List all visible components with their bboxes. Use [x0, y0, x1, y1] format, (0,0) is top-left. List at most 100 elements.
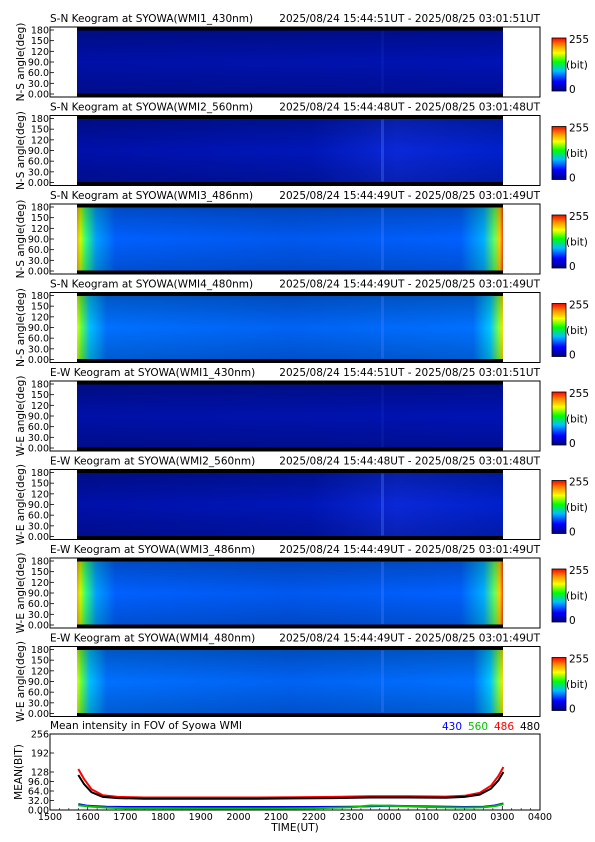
colorbar-unit-label: (bit): [566, 237, 588, 249]
colorbar: [551, 303, 567, 357]
keogram-ytick-label: 180: [31, 468, 49, 479]
keogram-streak: [381, 562, 384, 624]
keogram-ylabel: N-S angle(deg): [15, 288, 27, 367]
keogram-shading: [77, 115, 503, 186]
keogram-ylabel: W-E angle(deg): [15, 641, 27, 722]
keogram-shading: [77, 469, 503, 540]
keogram-title: E-W Keogram at SYOWA(WMI2_560nm): [50, 456, 255, 468]
series-line-480: [77, 771, 505, 800]
keogram-ylabel: N-S angle(deg): [15, 111, 27, 190]
keogram-ytick-label: 120: [31, 578, 49, 589]
keogram-edge-top: [77, 469, 503, 473]
keogram-ytick-label: 120: [31, 489, 49, 500]
keogram-edge-bottom: [77, 270, 503, 274]
keogram-ytick-label: 180: [31, 291, 49, 302]
keogram-ytick-label: 90.0: [28, 589, 49, 600]
keogram-title: E-W Keogram at SYOWA(WMI3_486nm): [50, 544, 255, 556]
colorbar: [551, 214, 567, 269]
keogram-streak: [381, 385, 384, 447]
chart-ytick-label: 64.0: [28, 787, 49, 798]
keogram-streak: [381, 473, 384, 536]
keogram-ytick-label: 120: [31, 135, 49, 146]
keogram-ylabel: N-S angle(deg): [15, 200, 27, 279]
legend-entry-430: 430: [442, 721, 462, 733]
keogram-time-range: 2025/08/24 15:44:51UT - 2025/08/25 03:01…: [279, 367, 540, 379]
keogram-ytick-label: 60.0: [28, 688, 49, 699]
keogram-ytick-label: 90.0: [28, 412, 49, 423]
keogram-streak: [381, 208, 384, 270]
keogram-ytick-label: 150: [31, 36, 49, 47]
keogram-panel-6: E-W Keogram at SYOWA(WMI2_560nm) 2025/08/…: [15, 456, 589, 545]
keogram-shading: [77, 381, 503, 451]
colorbar-max-label: 255: [569, 300, 589, 312]
keogram-ytick-label: 180: [31, 26, 49, 37]
chart-xtick-label: 1700: [113, 812, 137, 823]
colorbar: [551, 37, 567, 92]
keogram-streak: [381, 119, 384, 182]
chart-xlabel: TIME(UT): [270, 822, 319, 834]
keogram-edge-top: [77, 381, 503, 385]
series-line-560: [78, 803, 504, 810]
keogram-ytick-label: 30.0: [28, 79, 49, 90]
colorbar-min-label: 0: [569, 84, 576, 96]
keogram-edge-top: [77, 292, 503, 296]
chart-ytick-label: 192: [31, 749, 49, 760]
keogram-ytick-label: 60.0: [28, 334, 49, 345]
keogram-title: E-W Keogram at SYOWA(WMI1_430nm): [50, 367, 255, 379]
colorbar-unit-label: (bit): [566, 148, 588, 160]
keogram-ytick-label: 90.0: [28, 235, 49, 246]
keogram-shading: [77, 558, 503, 628]
keogram-ylabel: N-S angle(deg): [15, 23, 27, 102]
keogram-edge-top: [77, 27, 503, 31]
colorbar-max-label: 255: [569, 211, 589, 223]
keogram-ytick-label: 90.0: [28, 323, 49, 334]
chart-xtick-label: 1900: [189, 812, 213, 823]
keogram-ytick-label: 120: [31, 47, 49, 58]
keogram-ytick-label: 180: [31, 380, 49, 391]
keogram-ytick-label: 0.00: [28, 90, 49, 101]
chart-xtick-label: 2100: [264, 812, 288, 823]
keogram-ytick-label: 90.0: [28, 500, 49, 511]
colorbar-max-label: 255: [569, 565, 589, 577]
keogram-ytick-label: 0.00: [28, 709, 49, 720]
keogram-ytick-label: 180: [31, 557, 49, 568]
keogram-edge-bottom: [77, 713, 503, 717]
keogram-ytick-label: 120: [31, 312, 49, 323]
keogram-ytick-label: 90.0: [28, 146, 49, 157]
keogram-ytick-label: 0.00: [28, 444, 49, 455]
keogram-edge-bottom: [77, 182, 503, 186]
colorbar: [551, 391, 567, 446]
keogram-ytick-label: 180: [31, 645, 49, 656]
keogram-ytick-label: 180: [31, 203, 49, 214]
colorbar: [551, 126, 567, 180]
keogram-shading: [77, 27, 503, 97]
keogram-ylabel: W-E angle(deg): [15, 553, 27, 634]
chart-xtick-label: 0300: [490, 812, 514, 823]
chart-title: Mean intensity in FOV of Syowa WMI: [50, 720, 242, 732]
keogram-ytick-label: 0.00: [28, 178, 49, 189]
colorbar-min-label: 0: [569, 615, 576, 627]
keogram-streak: [381, 31, 384, 93]
keogram-edge-top: [77, 558, 503, 562]
colorbar-min-label: 0: [569, 438, 576, 450]
keogram-ytick-label: 60.0: [28, 68, 49, 79]
keogram-ytick-label: 30.0: [28, 344, 49, 355]
keogram-ytick-label: 30.0: [28, 610, 49, 621]
legend-entry-560: 560: [468, 721, 488, 733]
colorbar: [551, 657, 567, 711]
chart-xtick-label: 2000: [226, 812, 250, 823]
colorbar-unit-label: (bit): [566, 325, 588, 337]
colorbar-unit-label: (bit): [566, 60, 588, 72]
keogram-ytick-label: 60.0: [28, 599, 49, 610]
keogram-shading: [77, 204, 503, 274]
keogram-ytick-label: 120: [31, 401, 49, 412]
keogram-time-range: 2025/08/24 15:44:48UT - 2025/08/25 03:01…: [279, 102, 540, 114]
keogram-edge-top: [77, 204, 503, 208]
legend-entry-480: 480: [520, 721, 540, 733]
chart-legend: 480 486 560 430: [442, 721, 540, 733]
keogram-panel-2: S-N Keogram at SYOWA(WMI2_560nm) 2025/08/…: [15, 102, 589, 190]
keogram-time-range: 2025/08/24 15:44:49UT - 2025/08/25 03:01…: [279, 279, 540, 291]
colorbar-max-label: 255: [569, 654, 589, 666]
keogram-time-range: 2025/08/24 15:44:51UT - 2025/08/25 03:01…: [279, 13, 540, 25]
